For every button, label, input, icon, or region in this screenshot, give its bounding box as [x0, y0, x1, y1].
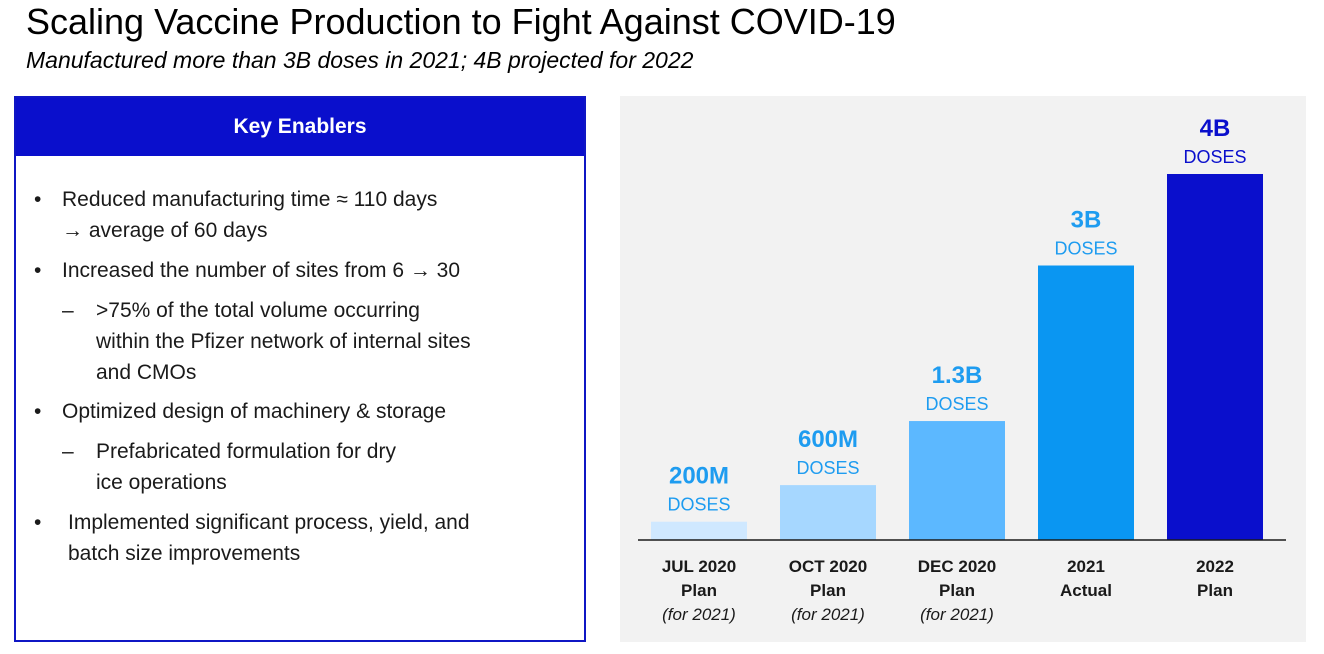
dash-marker: – — [62, 299, 74, 322]
category-label: Plan — [1197, 581, 1233, 600]
category-label: Actual — [1060, 581, 1112, 600]
enabler-subitem: – Prefabricated formulation for dry ice … — [62, 436, 562, 498]
page-title: Scaling Vaccine Production to Fight Agai… — [26, 1, 896, 42]
enabler-line: Reduced manufacturing time ≈ 110 days — [62, 188, 438, 211]
enabler-item: • Optimized design of machinery & storag… — [34, 396, 564, 427]
enabler-line: Prefabricated formulation for dry — [96, 440, 396, 463]
bar-value-label: 3B — [1071, 207, 1102, 234]
category-label: DEC 2020 — [918, 557, 996, 576]
bar — [780, 485, 876, 540]
category-label: Plan — [810, 581, 846, 600]
bar — [909, 421, 1005, 540]
key-enablers-panel: Key Enablers • Reduced manufacturing tim… — [14, 96, 586, 642]
bar-value-label: 600M — [798, 426, 858, 453]
bar-unit-label: DOSES — [796, 458, 859, 478]
bar-unit-label: DOSES — [1054, 239, 1117, 259]
category-label: Plan — [939, 581, 975, 600]
category-label: OCT 2020 — [789, 557, 867, 576]
bar-value-label: 200M — [669, 463, 729, 490]
enabler-line: Optimized design of machinery & storage — [62, 400, 447, 423]
bullet-marker: • — [34, 400, 42, 423]
category-label: 2022 — [1196, 557, 1234, 576]
bar-value-label: 1.3B — [932, 362, 983, 389]
bullet-marker: • — [34, 511, 42, 534]
category-label: Plan — [681, 581, 717, 600]
bullet-marker: • — [34, 259, 42, 282]
key-enablers-header: Key Enablers — [16, 98, 584, 156]
doses-bar-chart: 200M DOSES JUL 2020 Plan (for 2021) 600M DOSES… — [638, 115, 1286, 624]
bullet-marker: • — [34, 188, 42, 211]
bar — [1167, 174, 1263, 540]
enabler-item: • Increased the number of sites from 6 →… — [34, 255, 564, 286]
enabler-subitem: – >75% of the total volume occurring wit… — [62, 295, 562, 388]
enabler-line: batch size improvements — [68, 542, 301, 565]
category-note: (for 2021) — [662, 605, 736, 624]
enabler-line: within the Pfizer network of internal si… — [96, 330, 471, 353]
doses-chart-panel: 200M DOSES JUL 2020 Plan (for 2021) 600M DOSES… — [620, 96, 1306, 642]
enabler-item: • Reduced manufacturing time ≈ 110 days … — [34, 184, 564, 246]
category-note: (for 2021) — [920, 605, 994, 624]
enabler-line: >75% of the total volume occurring — [96, 299, 420, 322]
bar — [1038, 265, 1134, 540]
bar-unit-label: DOSES — [667, 495, 730, 515]
enabler-item: • Implemented significant process, yield… — [34, 507, 564, 569]
enabler-line: → average of 60 days — [62, 219, 268, 242]
bar-unit-label: DOSES — [925, 394, 988, 414]
category-note: (for 2021) — [791, 605, 865, 624]
enabler-line: Implemented significant process, yield, … — [68, 511, 470, 534]
bar — [651, 521, 747, 540]
page-subtitle: Manufactured more than 3B doses in 2021;… — [26, 47, 694, 73]
bar-value-label: 4B — [1200, 115, 1231, 142]
enabler-line: Increased the number of sites from 6 → 3… — [62, 259, 461, 282]
enabler-line: and CMOs — [96, 361, 197, 384]
enabler-line: ice operations — [96, 471, 227, 494]
category-label: JUL 2020 — [662, 557, 736, 576]
bar-unit-label: DOSES — [1183, 147, 1246, 167]
category-label: 2021 — [1067, 557, 1105, 576]
dash-marker: – — [62, 440, 74, 463]
